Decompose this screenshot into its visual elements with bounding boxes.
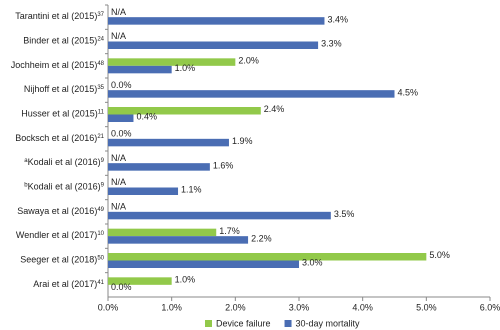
value-label: 1.6% — [213, 160, 234, 170]
category-superscript: 9 — [101, 158, 105, 164]
value-label: 2.4% — [264, 104, 285, 114]
category-superscript: 48 — [97, 60, 104, 66]
value-label: N/A — [111, 201, 126, 211]
value-label: 3.5% — [334, 209, 355, 219]
category-label: Husser et al (2015)11 — [21, 109, 104, 119]
bar — [108, 236, 249, 244]
x-tick-label: 2.0% — [225, 302, 246, 312]
bar — [108, 260, 299, 268]
legend-swatch — [284, 320, 292, 327]
value-label: 3.4% — [327, 14, 348, 24]
value-label: 1.0% — [175, 63, 196, 73]
value-label: N/A — [111, 31, 126, 41]
category-label: bKodali et al (2016)9 — [24, 182, 104, 192]
value-label: 3.0% — [302, 258, 323, 268]
bar — [108, 277, 172, 285]
bar — [108, 253, 427, 261]
category-superscript: 9 — [101, 182, 105, 188]
value-label: 3.3% — [321, 39, 342, 49]
value-label: 0.4% — [136, 112, 157, 122]
category-superscript: 50 — [97, 255, 104, 261]
value-label: 1.0% — [175, 274, 196, 284]
value-label: N/A — [111, 153, 126, 163]
category-label: Sawaya et al (2016)49 — [17, 206, 104, 216]
legend-swatch — [205, 320, 212, 327]
legend-label: Device failure — [216, 318, 271, 328]
category-label: aKodali et al (2016)9 — [24, 158, 104, 168]
value-label: 2.2% — [251, 233, 272, 243]
bar — [108, 138, 229, 147]
bar — [108, 58, 236, 66]
category-name: Seeger et al (2018) — [20, 255, 97, 265]
category-label: Tarantini et al (2015)37 — [15, 12, 104, 22]
category-label: Jochheim et al (2015)48 — [11, 60, 105, 70]
bar — [108, 41, 319, 49]
category-label: Arai et al (2017)41 — [33, 279, 104, 289]
bar — [108, 90, 395, 98]
category-name: Binder et al (2015) — [23, 36, 97, 46]
x-tick-label: 3.0% — [289, 302, 310, 312]
value-label: 0.0% — [111, 80, 132, 90]
category-name: Arai et al (2017) — [33, 279, 97, 289]
category-superscript: 10 — [97, 231, 104, 237]
category-superscript: 37 — [97, 12, 104, 18]
category-name: Sawaya et al (2016) — [17, 206, 97, 216]
category-superscript: 24 — [97, 36, 104, 42]
bar — [108, 107, 261, 115]
value-label: 5.0% — [429, 250, 450, 260]
value-label: 0.0% — [111, 282, 132, 292]
bar — [108, 65, 172, 74]
bar — [108, 187, 179, 195]
category-superscript: 41 — [97, 279, 104, 285]
value-label: N/A — [111, 7, 126, 17]
category-label: Seeger et al (2018)50 — [20, 255, 104, 265]
category-superscript: 11 — [98, 109, 105, 115]
bar — [108, 228, 217, 237]
category-label: Binder et al (2015)24 — [23, 36, 104, 46]
bar — [108, 163, 210, 171]
category-superscript: 35 — [97, 85, 104, 91]
category-label: Wendler et al (2017)10 — [16, 231, 105, 241]
category-superscript: 49 — [97, 206, 104, 212]
category-superscript: 21 — [97, 133, 104, 139]
x-tick-label: 0.0% — [98, 302, 119, 312]
category-name: Tarantini et al (2015) — [15, 12, 97, 22]
x-tick-label: 4.0% — [352, 302, 373, 312]
value-label: 1.1% — [181, 185, 202, 195]
bar — [108, 114, 134, 122]
category-prefix: a — [24, 158, 28, 164]
category-label: Nijhoff et al (2015)35 — [24, 85, 105, 95]
value-label: N/A — [111, 177, 126, 187]
category-prefix: b — [24, 182, 28, 188]
category-name: Bocksch et al (2016) — [15, 133, 97, 143]
value-label: 4.5% — [398, 87, 419, 97]
x-tick-label: 6.0% — [480, 302, 500, 312]
x-tick-label: 1.0% — [161, 302, 182, 312]
value-label: 2.0% — [238, 55, 259, 65]
value-label: 0.0% — [111, 128, 132, 138]
value-label: 1.9% — [232, 136, 253, 146]
category-name: Husser et al (2015) — [21, 109, 98, 119]
legend-label: 30-day mortality — [296, 318, 361, 328]
category-name: Wendler et al (2017) — [16, 231, 97, 241]
value-label: 1.7% — [219, 226, 240, 236]
bar — [108, 17, 325, 25]
category-name: Kodali et al (2016) — [28, 182, 101, 192]
bar — [108, 211, 331, 220]
category-name: Kodali et al (2016) — [28, 158, 101, 168]
category-label: Bocksch et al (2016)21 — [15, 133, 104, 143]
x-tick-label: 5.0% — [416, 302, 437, 312]
category-name: Jochheim et al (2015) — [11, 60, 98, 70]
category-name: Nijhoff et al (2015) — [24, 85, 97, 95]
